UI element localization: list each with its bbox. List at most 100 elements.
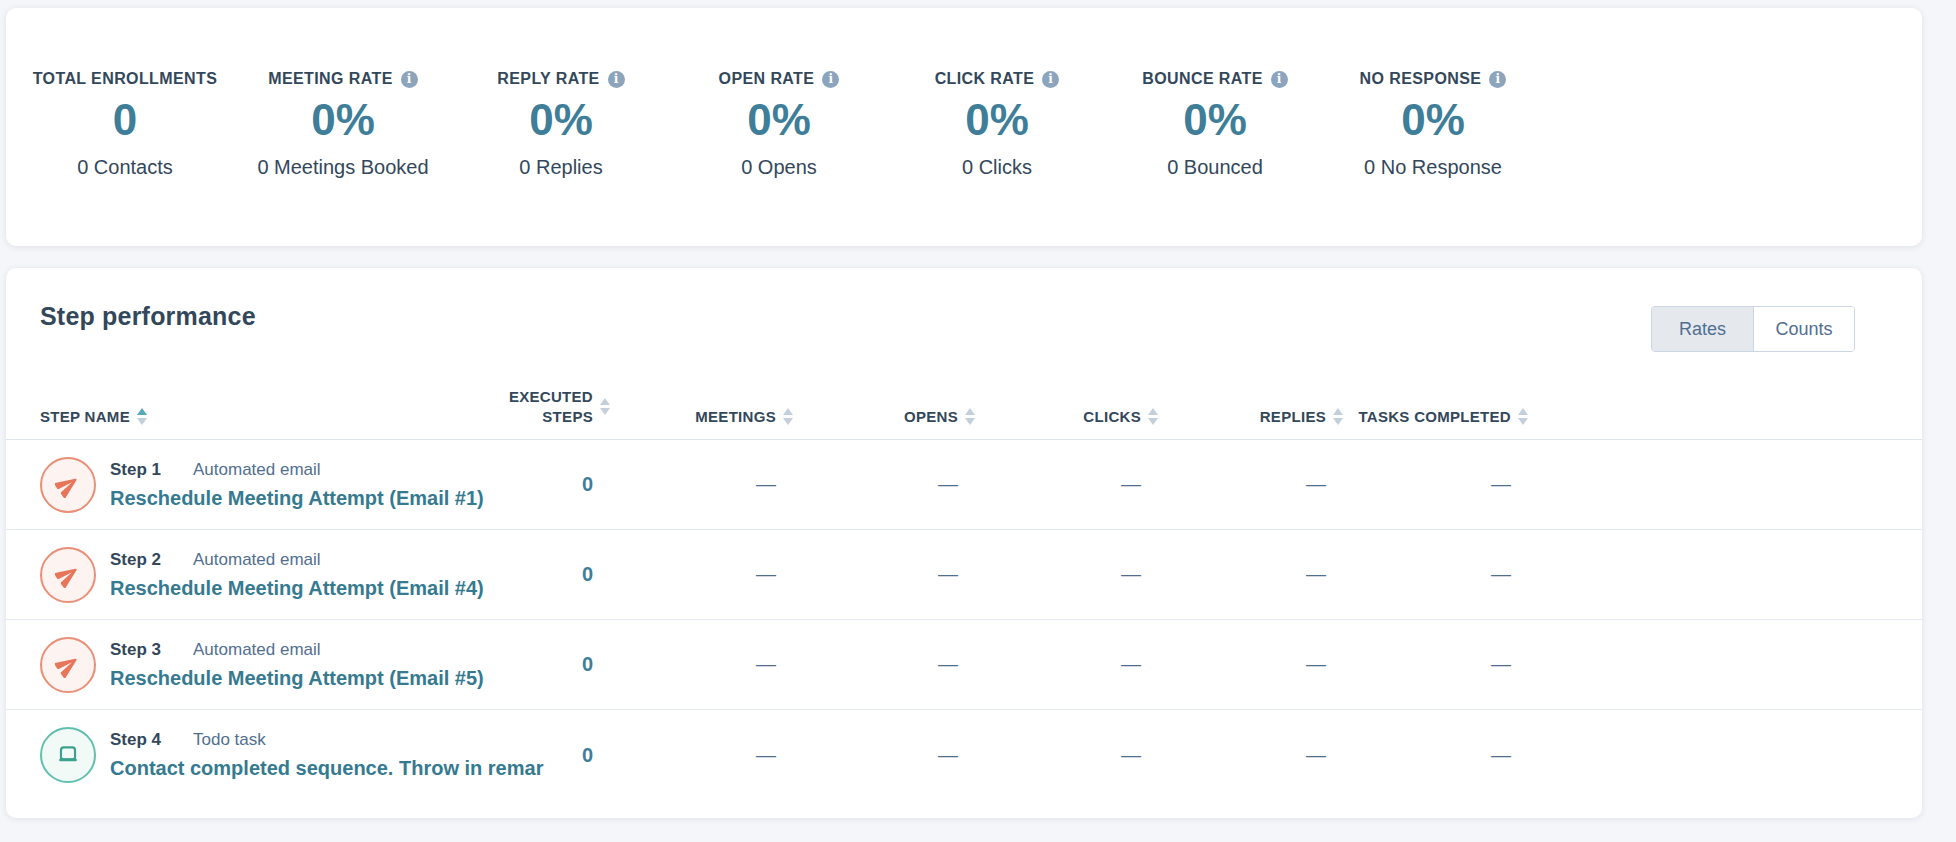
rates-button[interactable]: Rates (1652, 307, 1753, 351)
replies-value: — (1158, 473, 1343, 496)
step-link[interactable]: Reschedule Meeting Attempt (Email #1) (110, 487, 484, 510)
info-icon[interactable]: i (608, 71, 625, 88)
step-link[interactable]: Reschedule Meeting Attempt (Email #5) (110, 667, 484, 690)
column-header-meetings[interactable]: MEETINGS (610, 407, 793, 427)
stat-label-text: REPLY RATE (497, 70, 599, 88)
step-number: Step 4 (110, 730, 161, 750)
info-icon[interactable]: i (401, 71, 418, 88)
replies-value: — (1158, 744, 1343, 767)
stat-label-text: BOUNCE RATE (1142, 70, 1263, 88)
column-header-label: REPLIES (1260, 407, 1326, 427)
meetings-value: — (610, 653, 793, 676)
rates-counts-toggle: Rates Counts (1651, 306, 1855, 352)
stat-sublabel: 0 No Response (1324, 156, 1542, 179)
column-header-label: EXECUTED STEPS (460, 387, 593, 428)
executed-steps-value: 0 (460, 473, 610, 496)
stat-sublabel: 0 Clicks (888, 156, 1106, 179)
executed-steps-value: 0 (460, 744, 610, 767)
clicks-value: — (975, 744, 1158, 767)
table-row: Step 3 Automated email Reschedule Meetin… (6, 620, 1922, 710)
stat-label-text: OPEN RATE (719, 70, 815, 88)
stat-click-rate: CLICK RATE i 0% 0 Clicks (888, 70, 1106, 179)
table-row: Step 2 Automated email Reschedule Meetin… (6, 530, 1922, 620)
stat-value: 0% (234, 98, 452, 142)
tasks-completed-value: — (1343, 653, 1528, 676)
sort-arrows-icon[interactable] (1148, 408, 1158, 425)
column-header-replies[interactable]: REPLIES (1158, 407, 1343, 427)
info-icon[interactable]: i (1042, 71, 1059, 88)
stat-label-text: CLICK RATE (935, 70, 1035, 88)
stat-value: 0% (888, 98, 1106, 142)
task-icon (40, 727, 96, 783)
stat-label-text: NO RESPONSE (1360, 70, 1482, 88)
stat-value: 0% (1106, 98, 1324, 142)
meetings-value: — (610, 473, 793, 496)
stat-total-enrollments: TOTAL ENROLLMENTS 0 0 Contacts (16, 70, 234, 179)
send-icon (40, 457, 96, 513)
executed-steps-value: 0 (460, 563, 610, 586)
stat-sublabel: 0 Bounced (1106, 156, 1324, 179)
meetings-value: — (610, 563, 793, 586)
sort-arrows-icon[interactable] (1333, 408, 1343, 425)
sort-arrows-icon[interactable] (965, 408, 975, 425)
tasks-completed-value: — (1343, 563, 1528, 586)
stat-value: 0% (670, 98, 888, 142)
meetings-value: — (610, 744, 793, 767)
stat-bounce-rate: BOUNCE RATE i 0% 0 Bounced (1106, 70, 1324, 179)
column-header-step-name[interactable]: STEP NAME (40, 407, 460, 427)
stat-sublabel: 0 Opens (670, 156, 888, 179)
stat-label-text: MEETING RATE (268, 70, 393, 88)
column-header-label: STEP NAME (40, 407, 130, 427)
tasks-completed-value: — (1343, 473, 1528, 496)
stat-label: MEETING RATE i (234, 70, 452, 88)
step-link[interactable]: Reschedule Meeting Attempt (Email #4) (110, 577, 484, 600)
clicks-value: — (975, 563, 1158, 586)
stat-meeting-rate: MEETING RATE i 0% 0 Meetings Booked (234, 70, 452, 179)
step-type: Automated email (193, 640, 321, 660)
send-icon (40, 547, 96, 603)
stats-row: TOTAL ENROLLMENTS 0 0 Contacts MEETING R… (6, 8, 1546, 179)
column-header-clicks[interactable]: CLICKS (975, 407, 1158, 427)
counts-button[interactable]: Counts (1753, 307, 1854, 351)
sequence-summary-card: TOTAL ENROLLMENTS 0 0 Contacts MEETING R… (6, 8, 1922, 246)
replies-value: — (1158, 563, 1343, 586)
sort-arrows-icon[interactable] (600, 398, 610, 415)
stat-label-text: TOTAL ENROLLMENTS (33, 70, 218, 88)
info-icon[interactable]: i (1489, 71, 1506, 88)
stat-no-response: NO RESPONSE i 0% 0 No Response (1324, 70, 1542, 179)
clicks-value: — (975, 653, 1158, 676)
stat-open-rate: OPEN RATE i 0% 0 Opens (670, 70, 888, 179)
table-header-row: STEP NAME EXECUTED STEPS MEETINGS OPENS … (6, 378, 1922, 440)
step-performance-title: Step performance (40, 302, 256, 331)
stat-reply-rate: REPLY RATE i 0% 0 Replies (452, 70, 670, 179)
stat-label: BOUNCE RATE i (1106, 70, 1324, 88)
stat-label: TOTAL ENROLLMENTS (16, 70, 234, 88)
step-number: Step 2 (110, 550, 161, 570)
opens-value: — (793, 744, 975, 767)
sort-arrows-icon[interactable] (137, 408, 147, 425)
sort-arrows-icon[interactable] (783, 408, 793, 425)
table-row: Step 1 Automated email Reschedule Meetin… (6, 440, 1922, 530)
stat-label: NO RESPONSE i (1324, 70, 1542, 88)
info-icon[interactable]: i (822, 71, 839, 88)
stat-label: REPLY RATE i (452, 70, 670, 88)
stat-sublabel: 0 Meetings Booked (234, 156, 452, 179)
column-header-label: OPENS (904, 407, 958, 427)
stat-label: CLICK RATE i (888, 70, 1106, 88)
column-header-executed-steps[interactable]: EXECUTED STEPS (460, 387, 610, 428)
stat-value: 0% (1324, 98, 1542, 142)
stat-sublabel: 0 Replies (452, 156, 670, 179)
column-header-opens[interactable]: OPENS (793, 407, 975, 427)
send-icon (40, 637, 96, 693)
column-header-label: CLICKS (1083, 407, 1141, 427)
info-icon[interactable]: i (1271, 71, 1288, 88)
column-header-tasks-completed[interactable]: TASKS COMPLETED (1343, 407, 1528, 427)
stat-value: 0 (16, 98, 234, 142)
step-performance-card: Step performance Rates Counts STEP NAME … (6, 268, 1922, 818)
sort-arrows-icon[interactable] (1518, 408, 1528, 425)
stat-value: 0% (452, 98, 670, 142)
tasks-completed-value: — (1343, 744, 1528, 767)
table-row: Step 4 Todo task Contact completed seque… (6, 710, 1922, 800)
step-number: Step 3 (110, 640, 161, 660)
column-header-label: MEETINGS (695, 407, 776, 427)
